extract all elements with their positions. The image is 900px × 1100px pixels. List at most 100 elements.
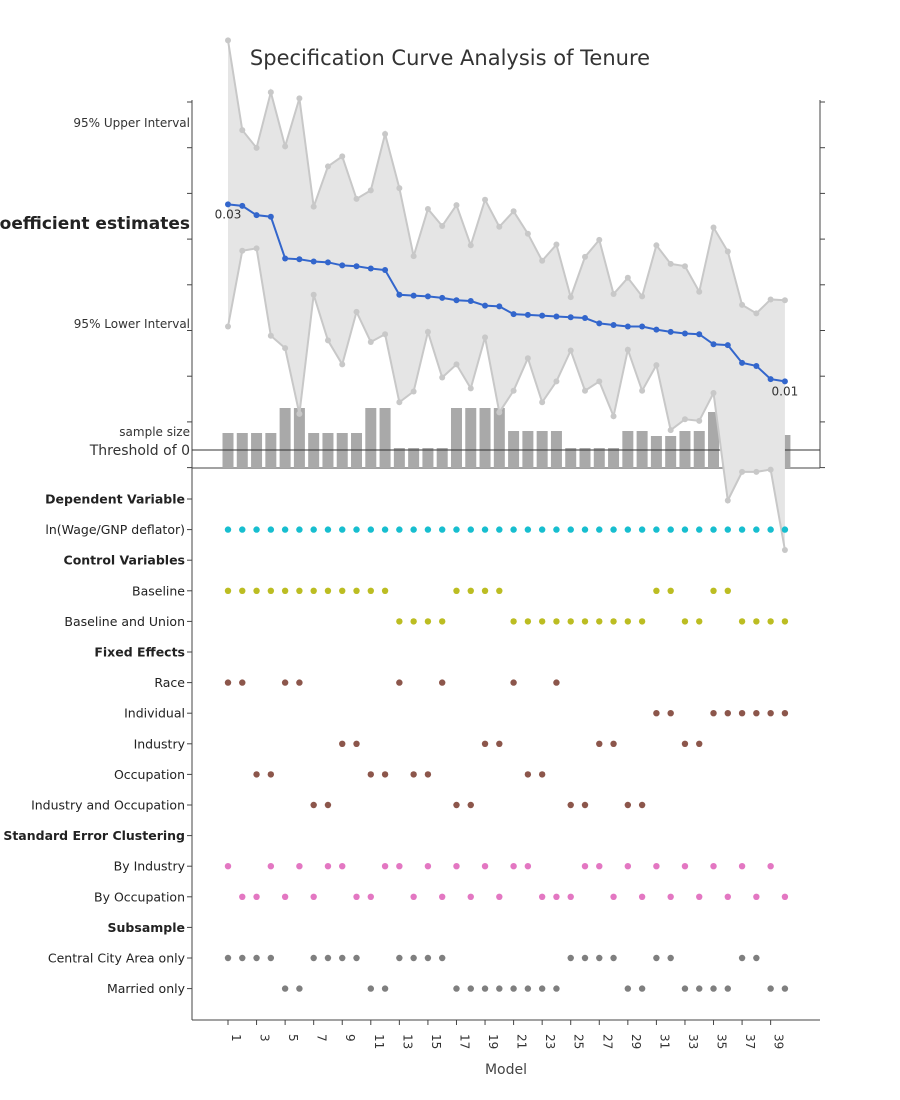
upper-interval-point: [225, 37, 231, 44]
specification-dot: [524, 863, 532, 870]
coefficient-point: [310, 258, 317, 265]
upper-interval-point: [653, 242, 660, 249]
specification-dot: [638, 526, 646, 533]
specification-dot: [553, 893, 560, 900]
specification-label: Baseline and Union: [64, 614, 185, 629]
specification-dot: [439, 526, 446, 533]
lower-interval-point: [524, 355, 531, 362]
specification-dot: [538, 985, 546, 992]
lower-interval-point: [310, 291, 317, 298]
specification-dot: [667, 587, 674, 594]
specification-dot: [296, 587, 303, 594]
lower-interval-point: [753, 468, 760, 475]
specification-dot: [481, 985, 489, 992]
first-coefficient-label: 0.03: [215, 207, 242, 221]
coefficient-point: [696, 331, 703, 338]
coefficient-point: [653, 326, 660, 333]
coefficient-point: [225, 201, 231, 208]
specification-dot: [424, 526, 432, 533]
specification-dot: [310, 587, 317, 594]
specification-label: Industry and Occupation: [31, 798, 185, 813]
specification-dot: [610, 740, 617, 747]
x-tick-label: 25: [572, 1034, 586, 1049]
specification-dot: [281, 587, 289, 594]
threshold-label: Threshold of 0: [89, 443, 190, 459]
x-tick-label: 1: [229, 1034, 243, 1042]
coefficient-point: [410, 292, 417, 299]
specification-dot: [696, 618, 703, 625]
coefficient-point: [439, 294, 446, 301]
specification-dot: [296, 863, 303, 870]
upper-interval-point: [524, 230, 531, 237]
specification-dot: [753, 893, 760, 900]
coefficient-point: [324, 259, 331, 266]
specification-dot: [381, 985, 389, 992]
specification-dot: [553, 679, 560, 686]
upper-interval-point: [667, 260, 674, 267]
specification-dot: [596, 618, 603, 625]
lower-interval-point: [696, 417, 703, 424]
specification-dot: [224, 679, 232, 686]
specification-dot: [224, 587, 232, 594]
specification-dot: [439, 954, 446, 962]
specification-dot: [324, 863, 332, 870]
specification-dot: [424, 954, 432, 962]
specification-dot: [538, 893, 546, 900]
specification-dot: [524, 526, 532, 533]
specification-dot: [738, 526, 746, 533]
sample-size-bar: [393, 448, 405, 468]
specification-dot: [538, 618, 546, 625]
specification-dot: [496, 526, 503, 533]
lower-interval-point: [724, 497, 731, 504]
specification-dot: [439, 893, 446, 900]
sample-size-bar: [293, 408, 305, 468]
confidence-band: [228, 40, 785, 550]
specification-dot: [239, 954, 246, 962]
lower-interval-point: [324, 337, 331, 344]
lower-interval-label: 95% Lower Interval: [74, 317, 190, 331]
specification-dot: [339, 954, 346, 962]
specification-dot: [553, 526, 560, 533]
sample-size-bar: [665, 436, 677, 468]
specification-dot: [638, 985, 646, 992]
coefficient-point: [396, 291, 403, 298]
specification-dot: [781, 710, 789, 717]
specification-dot: [253, 526, 260, 533]
specification-dot: [567, 801, 574, 809]
specification-dot: [367, 985, 374, 992]
lower-interval-line: [227, 247, 786, 551]
specification-dot: [396, 618, 403, 625]
specification-dot: [524, 985, 532, 992]
category-header: Standard Error Clustering: [3, 828, 185, 843]
specification-dot: [353, 740, 360, 747]
specification-dot: [653, 954, 660, 962]
lower-interval-point: [553, 378, 560, 385]
lower-interval-point: [239, 247, 246, 254]
specification-dot: [253, 587, 260, 594]
specification-dot: [781, 618, 789, 625]
sample-size-bar: [365, 408, 377, 468]
specification-dot: [767, 863, 774, 870]
coefficient-point: [339, 262, 346, 269]
specification-dot: [681, 985, 689, 992]
lower-interval-point: [567, 347, 574, 354]
specification-dot: [781, 893, 789, 900]
coefficient-point: [582, 315, 588, 322]
specification-dot: [239, 587, 246, 594]
upper-interval-point: [510, 208, 517, 215]
coefficient-point: [639, 323, 646, 330]
specification-dot: [681, 863, 689, 870]
coefficient-point: [553, 313, 560, 320]
specification-dot: [624, 526, 632, 533]
specification-label: By Industry: [114, 859, 186, 874]
x-tick-label: 9: [343, 1034, 357, 1042]
category-header: Fixed Effects: [94, 645, 185, 660]
specification-dot: [296, 679, 303, 686]
upper-interval-point: [267, 89, 274, 96]
specification-dot: [310, 526, 317, 533]
specification-dot: [324, 526, 332, 533]
upper-interval-point: [310, 203, 317, 210]
x-tick-label: 35: [715, 1034, 729, 1049]
upper-interval-point: [610, 291, 617, 298]
upper-interval-point: [753, 310, 760, 317]
